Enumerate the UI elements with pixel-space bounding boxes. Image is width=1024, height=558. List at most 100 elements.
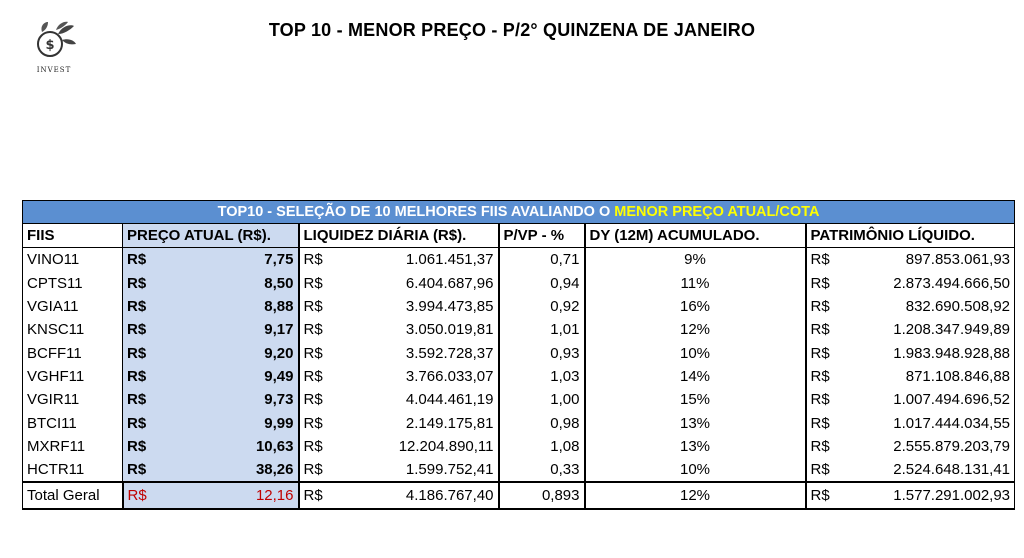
table-row: BCFF11 R$ 9,20 R$ 3.592.728,37 0,93 10% R$ 1.983… xyxy=(22,341,1016,365)
price-cell-value: 8,88 xyxy=(264,298,294,316)
dy-cell: 10% xyxy=(584,457,807,483)
table-row: VGIA11 R$ 8,88 R$ 3.994.473,85 0,92 16% R$ 832.6… xyxy=(22,294,1016,319)
dy-cell: 10% xyxy=(584,341,807,365)
currency-symbol: R$ xyxy=(303,367,323,385)
liquidity-cell: R$ 4.186.767,40 xyxy=(298,481,500,511)
column-header-dy: DY (12M) ACUMULADO. xyxy=(584,223,807,249)
liquidity-cell-value: 3.766.033,07 xyxy=(405,367,494,385)
currency-symbol: R$ xyxy=(127,437,147,455)
currency-symbol: R$ xyxy=(810,298,830,316)
currency-symbol: R$ xyxy=(303,321,323,339)
pvp-cell: 1,01 xyxy=(498,318,586,342)
currency-symbol: R$ xyxy=(127,344,147,362)
dy-cell: 12% xyxy=(584,318,807,342)
patrimony-cell: R$ 1.983.948.928,88 xyxy=(805,341,1016,365)
table-header-row: FIIS PREÇO ATUAL (R$). LIQUIDEZ DIÁRIA (… xyxy=(22,223,1016,249)
currency-symbol: R$ xyxy=(127,367,147,385)
patrimony-cell-value: 1.208.347.949,89 xyxy=(893,321,1011,339)
pvp-cell: 0,98 xyxy=(498,411,586,435)
table-row: VINO11 R$ 7,75 R$ 1.061.451,37 0,71 9% R$ 897.85… xyxy=(22,247,1016,272)
fii-ticker: VINO11 xyxy=(22,247,123,272)
liquidity-cell-value: 4.044.461,19 xyxy=(405,391,494,409)
currency-symbol: R$ xyxy=(810,414,830,432)
column-header-liquidity: LIQUIDEZ DIÁRIA (R$). xyxy=(298,223,500,249)
price-cell-value: 38,26 xyxy=(255,461,294,479)
fii-ticker: VGIA11 xyxy=(22,294,123,319)
table-row: HCTR11 R$ 38,26 R$ 1.599.752,41 0,33 10% R$ 2.52… xyxy=(22,457,1016,483)
liquidity-cell: R$ 3.592.728,37 xyxy=(298,341,500,365)
price-cell: R$ 10,63 xyxy=(122,434,300,458)
patrimony-cell-value: 2.524.648.131,41 xyxy=(893,461,1011,479)
liquidity-cell-value: 12.204.890,11 xyxy=(398,437,494,455)
price-cell: R$ 8,50 xyxy=(122,271,300,295)
currency-symbol: R$ xyxy=(303,487,323,505)
fii-ticker: BTCI11 xyxy=(22,411,123,435)
currency-symbol: R$ xyxy=(303,414,323,432)
currency-symbol: R$ xyxy=(303,274,323,292)
currency-symbol: R$ xyxy=(127,321,147,339)
pvp-cell: 1,08 xyxy=(498,434,586,458)
currency-symbol: R$ xyxy=(810,251,830,269)
currency-symbol: R$ xyxy=(127,487,147,505)
currency-symbol: R$ xyxy=(127,414,147,432)
patrimony-cell: R$ 2.555.879.203,79 xyxy=(805,434,1016,458)
liquidity-cell: R$ 4.044.461,19 xyxy=(298,388,500,412)
dy-cell: 13% xyxy=(584,434,807,458)
currency-symbol: R$ xyxy=(127,461,147,479)
liquidity-cell: R$ 3.766.033,07 xyxy=(298,364,500,389)
pvp-cell: 0,893 xyxy=(498,481,586,511)
patrimony-cell: R$ 2.873.494.666,50 xyxy=(805,271,1016,295)
table-row: MXRF11 R$ 10,63 R$ 12.204.890,11 1,08 13% R$ 2.5… xyxy=(22,434,1016,458)
liquidity-cell-value: 3.592.728,37 xyxy=(405,344,494,362)
price-cell: R$ 9,17 xyxy=(122,318,300,342)
price-cell-value: 9,17 xyxy=(264,321,294,339)
dy-cell: 14% xyxy=(584,364,807,389)
banner-text: TOP10 - SELEÇÃO DE 10 MELHORES FIIS AVAL… xyxy=(217,204,615,220)
dy-cell: 11% xyxy=(584,271,807,295)
invest-logo: $ INVEST xyxy=(28,20,78,78)
currency-symbol: R$ xyxy=(810,437,830,455)
table-row: BTCI11 R$ 9,99 R$ 2.149.175,81 0,98 13% R$ 1.017… xyxy=(22,411,1016,435)
currency-symbol: R$ xyxy=(303,391,323,409)
price-cell-value: 9,99 xyxy=(264,414,294,432)
fii-ticker: Total Geral xyxy=(22,481,123,511)
liquidity-cell: R$ 3.050.019,81 xyxy=(298,318,500,342)
liquidity-cell-value: 2.149.175,81 xyxy=(405,414,494,432)
table-row: CPTS11 R$ 8,50 R$ 6.404.687,96 0,94 11% R$ 2.873… xyxy=(22,271,1016,295)
price-cell-value: 7,75 xyxy=(264,251,294,269)
currency-symbol: R$ xyxy=(810,274,830,292)
patrimony-cell-value: 897.853.061,93 xyxy=(905,251,1011,269)
column-header-pvp: P/VP - % xyxy=(498,223,586,249)
liquidity-cell: R$ 6.404.687,96 xyxy=(298,271,500,295)
pvp-cell: 0,71 xyxy=(498,247,586,272)
liquidity-cell-value: 1.599.752,41 xyxy=(405,461,494,479)
dy-cell: 12% xyxy=(584,481,807,511)
patrimony-cell-value: 832.690.508,92 xyxy=(905,298,1011,316)
patrimony-cell: R$ 897.853.061,93 xyxy=(805,247,1016,272)
liquidity-cell: R$ 12.204.890,11 xyxy=(298,434,500,458)
pvp-cell: 1,00 xyxy=(498,388,586,412)
patrimony-cell-value: 871.108.846,88 xyxy=(905,367,1011,385)
price-cell: R$ 8,88 xyxy=(122,294,300,319)
price-cell: R$ 9,73 xyxy=(122,388,300,412)
currency-symbol: R$ xyxy=(810,344,830,362)
price-cell: R$ 38,26 xyxy=(122,457,300,483)
currency-symbol: R$ xyxy=(303,461,323,479)
patrimony-cell-value: 2.873.494.666,50 xyxy=(893,274,1011,292)
liquidity-cell-value: 1.061.451,37 xyxy=(405,251,494,269)
currency-symbol: R$ xyxy=(303,298,323,316)
fii-ticker: MXRF11 xyxy=(22,434,123,458)
fii-ticker: HCTR11 xyxy=(22,457,123,483)
currency-symbol: R$ xyxy=(303,437,323,455)
dy-cell: 13% xyxy=(584,411,807,435)
fii-ticker: KNSC11 xyxy=(22,318,123,342)
table-row: VGHF11 R$ 9,49 R$ 3.766.033,07 1,03 14% R$ 871.1… xyxy=(22,364,1016,389)
patrimony-cell-value: 1.983.948.928,88 xyxy=(893,344,1011,362)
price-cell-value: 9,20 xyxy=(264,344,294,362)
fii-ticker: VGIR11 xyxy=(22,388,123,412)
fii-ticker: BCFF11 xyxy=(22,341,123,365)
price-cell-value: 9,49 xyxy=(264,367,294,385)
dy-cell: 16% xyxy=(584,294,807,319)
table-banner: TOP10 - SELEÇÃO DE 10 MELHORES FIIS AVAL… xyxy=(21,200,1016,224)
column-header-patrimony: PATRIMÔNIO LÍQUIDO. xyxy=(805,223,1016,249)
